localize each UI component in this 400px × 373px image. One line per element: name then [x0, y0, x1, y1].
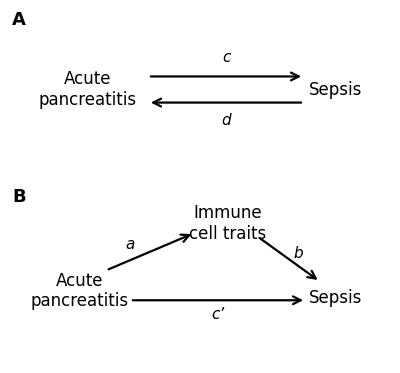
Text: Immune
cell traits: Immune cell traits	[189, 204, 267, 243]
Text: B: B	[12, 188, 26, 206]
Text: a: a	[125, 237, 135, 252]
Text: c: c	[222, 50, 230, 65]
Text: Acute
pancreatitis: Acute pancreatitis	[39, 70, 137, 109]
Text: d: d	[221, 113, 231, 128]
Text: Sepsis: Sepsis	[309, 289, 363, 307]
Text: A: A	[12, 11, 26, 29]
Text: c’: c’	[211, 307, 225, 322]
Text: b: b	[293, 246, 303, 261]
Text: Acute
pancreatitis: Acute pancreatitis	[31, 272, 129, 310]
Text: Sepsis: Sepsis	[309, 81, 363, 98]
